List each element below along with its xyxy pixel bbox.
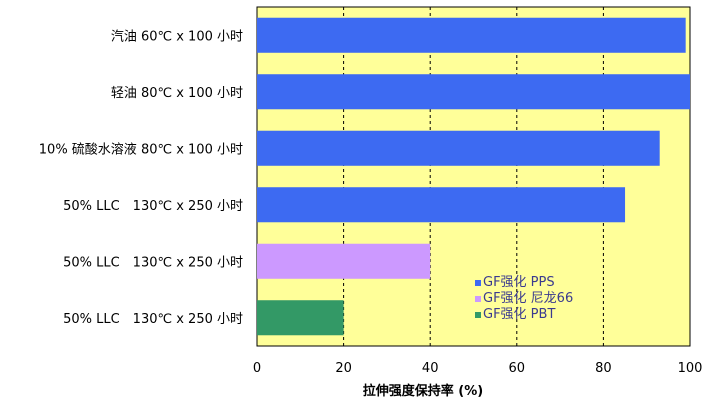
x-tick-labels: 0 20 40 60 80 100 (253, 361, 703, 376)
bar (257, 187, 626, 223)
legend-swatch (475, 312, 481, 318)
bars (257, 17, 690, 336)
x-tick-label: 20 (335, 361, 352, 376)
bar (257, 130, 660, 166)
legend-label: GF强化 PPS (483, 275, 555, 290)
x-tick-label: 80 (595, 361, 612, 376)
x-axis-title: 拉伸强度保持率 (%) (363, 383, 483, 399)
legend-swatch (475, 296, 481, 302)
category-label: 50% LLC 130℃ x 250 小时 (63, 312, 243, 327)
category-label: 10% 硫酸水溶液 80℃ x 100 小时 (39, 142, 243, 157)
bar (257, 74, 690, 110)
bar (257, 243, 431, 279)
legend-swatch (475, 280, 481, 286)
category-label: 50% LLC 130℃ x 250 小时 (63, 199, 243, 214)
bar (257, 17, 686, 53)
grid-lines (343, 7, 604, 346)
category-label: 轻油 80℃ x 100 小时 (111, 86, 243, 101)
x-tick-label: 60 (509, 361, 526, 376)
plot-area (256, 6, 691, 347)
x-tick-label: 40 (422, 361, 439, 376)
x-tick-label: 0 (253, 361, 261, 376)
legend-label: GF强化 尼龙66 (483, 291, 573, 306)
legend-label: GF强化 PBT (483, 307, 555, 322)
category-label: 汽油 60℃ x 100 小时 (111, 29, 243, 44)
bar (257, 300, 344, 336)
x-tick-label: 100 (678, 361, 703, 376)
category-label: 50% LLC 130℃ x 250 小时 (63, 255, 243, 270)
